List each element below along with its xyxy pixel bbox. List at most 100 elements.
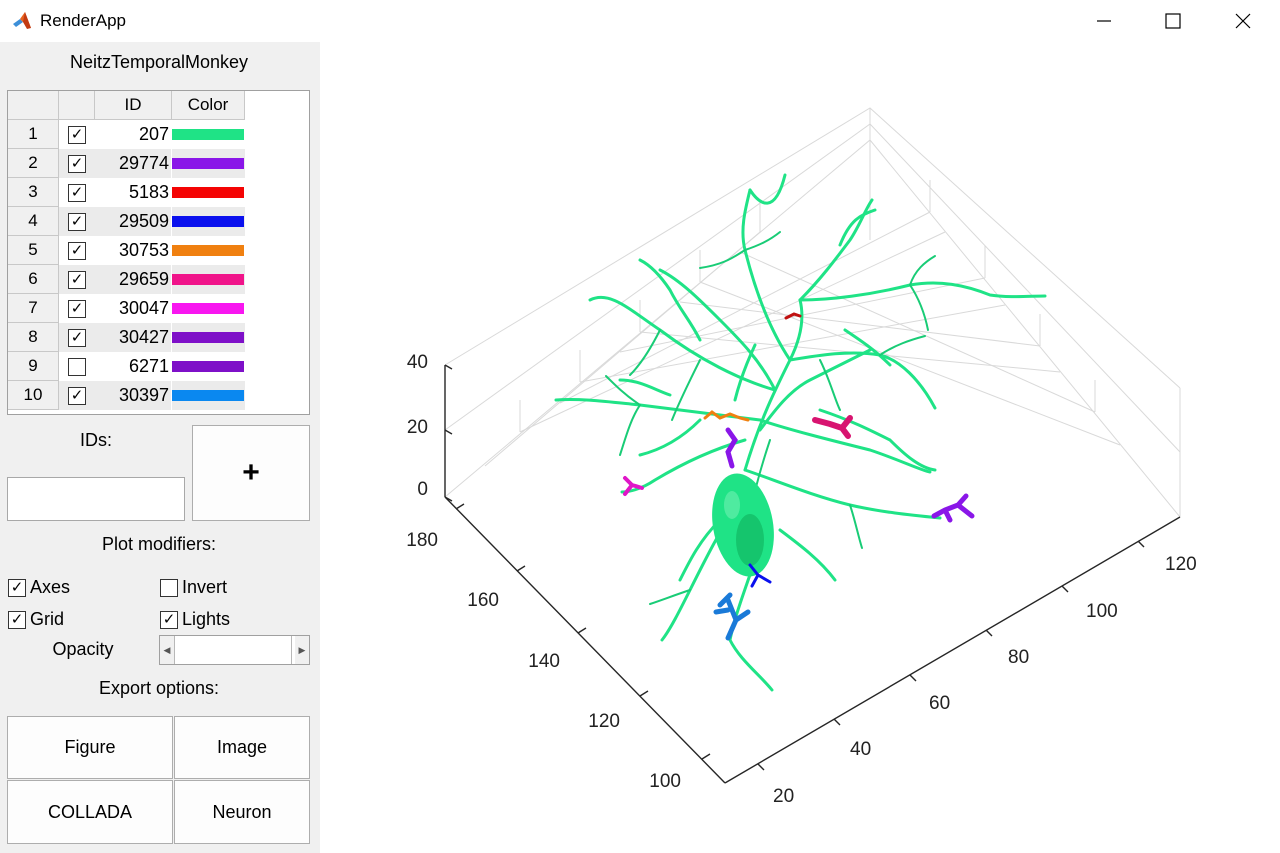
visible-cell[interactable]: ✓ xyxy=(59,265,95,294)
color-cell[interactable] xyxy=(172,178,245,207)
plot-modifiers-label: Plot modifiers: xyxy=(101,534,217,554)
visible-checkbox[interactable]: ✓ xyxy=(68,299,86,318)
visible-checkbox[interactable]: ✓ xyxy=(68,212,86,231)
color-swatch[interactable] xyxy=(172,216,244,227)
visible-cell[interactable]: ✓ xyxy=(59,178,95,207)
visible-cell[interactable]: ✓ xyxy=(59,207,95,236)
table-row[interactable]: 7 ✓ 30047 xyxy=(8,294,245,323)
visible-checkbox[interactable]: ✓ xyxy=(68,328,86,347)
opacity-slider[interactable]: ◀ ▶ xyxy=(159,635,310,665)
neuron-207-mesh[interactable] xyxy=(554,173,1047,692)
visible-cell[interactable]: ✓ xyxy=(59,120,95,149)
invert-toggle[interactable]: Invert xyxy=(160,577,227,598)
minimize-button[interactable] xyxy=(1081,6,1127,36)
neuron-5183-mesh[interactable] xyxy=(784,312,802,320)
slider-left-arrow-icon[interactable]: ◀ xyxy=(160,636,174,664)
table-header-color[interactable]: Color xyxy=(172,91,245,120)
visible-cell[interactable]: ✓ xyxy=(59,149,95,178)
table-row[interactable]: 3 ✓ 5183 xyxy=(8,178,245,207)
neuron-table[interactable]: ID Color 1 ✓ 207 2 ✓ 29774 3 ✓ 5183 4 ✓ 29509 5 ✓ 3075… xyxy=(7,90,310,415)
neuron-29659-mesh[interactable] xyxy=(812,415,853,439)
color-swatch[interactable] xyxy=(172,332,244,343)
color-cell[interactable] xyxy=(172,120,245,149)
dataset-title: NeitzTemporalMonkey xyxy=(69,52,249,72)
table-row[interactable]: 2 ✓ 29774 xyxy=(8,149,245,178)
maximize-button[interactable] xyxy=(1150,6,1196,36)
visible-checkbox[interactable] xyxy=(68,357,86,376)
color-cell[interactable] xyxy=(172,149,245,178)
color-cell[interactable] xyxy=(172,236,245,265)
table-row[interactable]: 10 ✓ 30397 xyxy=(8,381,245,410)
row-number: 10 xyxy=(8,381,59,410)
table-row[interactable]: 1 ✓ 207 xyxy=(8,120,245,149)
table-row[interactable]: 4 ✓ 29509 xyxy=(8,207,245,236)
neuron-30753-mesh[interactable] xyxy=(703,410,750,422)
grid-checkbox[interactable]: ✓ xyxy=(8,610,26,629)
visible-cell[interactable] xyxy=(59,352,95,381)
row-number: 2 xyxy=(8,149,59,178)
ids-input[interactable] xyxy=(7,477,185,521)
color-swatch[interactable] xyxy=(172,390,244,401)
invert-checkbox[interactable] xyxy=(160,578,178,597)
export-neuron-button[interactable]: Neuron xyxy=(174,780,310,844)
window-title: RenderApp xyxy=(40,11,127,30)
row-number: 6 xyxy=(8,265,59,294)
table-header-id[interactable]: ID xyxy=(95,91,172,120)
color-swatch[interactable] xyxy=(172,361,244,372)
axes-checkbox[interactable]: ✓ xyxy=(8,578,26,597)
close-button[interactable] xyxy=(1220,6,1266,36)
table-row[interactable]: 5 ✓ 30753 xyxy=(8,236,245,265)
id-cell: 30753 xyxy=(118,240,169,260)
minimize-icon xyxy=(1097,20,1111,22)
id-cell: 207 xyxy=(138,124,169,144)
axes-toggle[interactable]: ✓ Axes xyxy=(8,577,70,598)
row-number: 1 xyxy=(8,120,59,149)
color-cell[interactable] xyxy=(172,294,245,323)
grid-label: Grid xyxy=(30,609,65,629)
visible-checkbox[interactable]: ✓ xyxy=(68,183,86,202)
visible-checkbox[interactable]: ✓ xyxy=(68,241,86,260)
slider-thumb[interactable] xyxy=(174,636,292,664)
add-ids-button[interactable]: + xyxy=(192,425,310,521)
neuron-30397-mesh[interactable] xyxy=(713,592,751,641)
y-tick-label: 100 xyxy=(649,771,681,792)
visible-cell[interactable]: ✓ xyxy=(59,294,95,323)
lights-checkbox[interactable]: ✓ xyxy=(160,610,178,629)
visible-checkbox[interactable]: ✓ xyxy=(68,386,86,405)
table-row[interactable]: 6 ✓ 29659 xyxy=(8,265,245,294)
color-cell[interactable] xyxy=(172,265,245,294)
color-swatch[interactable] xyxy=(172,187,244,198)
export-collada-button[interactable]: COLLADA xyxy=(7,780,173,844)
grid-toggle[interactable]: ✓ Grid xyxy=(8,609,64,630)
color-swatch[interactable] xyxy=(172,245,244,256)
table-row[interactable]: 9 6271 xyxy=(8,352,245,381)
color-cell[interactable] xyxy=(172,207,245,236)
visible-checkbox[interactable]: ✓ xyxy=(68,154,86,173)
y-tick-label: 120 xyxy=(588,711,620,732)
color-swatch[interactable] xyxy=(172,303,244,314)
color-swatch[interactable] xyxy=(172,158,244,169)
visible-cell[interactable]: ✓ xyxy=(59,381,95,410)
y-tick-label: 180 xyxy=(406,530,438,551)
lights-toggle[interactable]: ✓ Lights xyxy=(160,609,230,630)
visible-checkbox[interactable]: ✓ xyxy=(68,125,86,144)
visible-cell[interactable]: ✓ xyxy=(59,323,95,352)
export-image-button[interactable]: Image xyxy=(174,716,310,779)
neuron-30047-mesh[interactable] xyxy=(623,476,644,496)
color-swatch[interactable] xyxy=(172,274,244,285)
id-cell: 5183 xyxy=(128,182,169,202)
visible-checkbox[interactable]: ✓ xyxy=(68,270,86,289)
export-options-label: Export options: xyxy=(98,678,220,698)
slider-right-arrow-icon[interactable]: ▶ xyxy=(295,636,309,664)
render-axes[interactable]: 40 20 0 180 160 140 120 100 20 40 60 80 … xyxy=(330,42,1280,853)
x-tick-label: 60 xyxy=(929,693,950,714)
color-cell[interactable] xyxy=(172,323,245,352)
color-cell[interactable] xyxy=(172,352,245,381)
neuron-29509-mesh[interactable] xyxy=(748,563,772,588)
neuron-29774-mesh[interactable] xyxy=(725,427,975,523)
color-swatch[interactable] xyxy=(172,129,244,140)
visible-cell[interactable]: ✓ xyxy=(59,236,95,265)
color-cell[interactable] xyxy=(172,381,245,410)
table-row[interactable]: 8 ✓ 30427 xyxy=(8,323,245,352)
export-figure-button[interactable]: Figure xyxy=(7,716,173,779)
